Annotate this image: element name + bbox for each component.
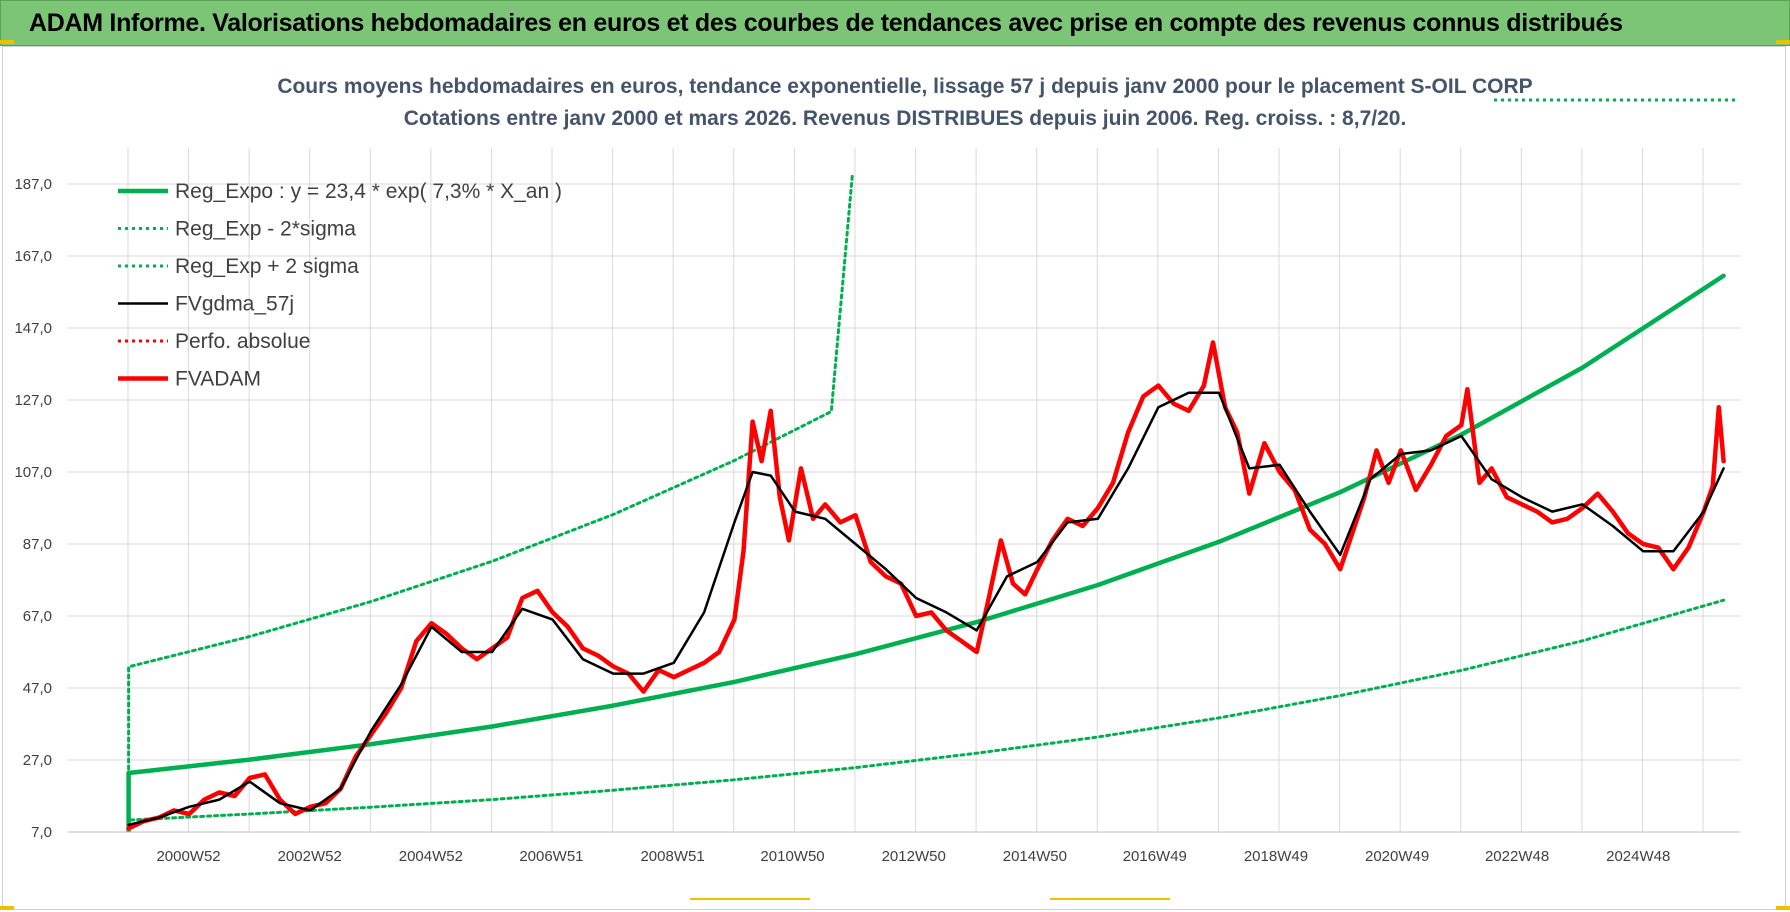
y-tick-label: 107,0 — [14, 464, 52, 481]
corner-mark-bottom-right — [1776, 906, 1790, 910]
chart-legend: Reg_Expo : y = 23,4 * exp( 7,3% * X_an )… — [118, 180, 562, 391]
legend-label-low: Reg_Exp - 2*sigma — [175, 218, 356, 241]
y-tick-label: 27,0 — [23, 752, 52, 769]
y-tick-label: 87,0 — [23, 536, 52, 553]
chart-frame — [2, 46, 1786, 910]
legend-label-mm: FVgdma_57j — [175, 293, 294, 316]
series-line-high — [127, 171, 854, 832]
legend-label-high: Reg_Exp + 2 sigma — [175, 255, 359, 278]
x-tick-label: 2014W50 — [1003, 848, 1067, 865]
chart-title-line-1: Cours moyens hebdomadaires en euros, ten… — [277, 75, 1532, 98]
selection-mark — [1050, 898, 1170, 900]
corner-mark-top-right — [1776, 40, 1790, 44]
chart-axes: 7,0 27,0 47,0 67,0 87,0 107,0 127,0 147,0 167,0 1… — [14, 176, 1740, 865]
x-tick-label: 2002W52 — [278, 848, 342, 865]
y-tick-label: 67,0 — [23, 608, 52, 625]
x-tick-label: 2008W51 — [640, 848, 704, 865]
y-tick-label: 7,0 — [31, 824, 52, 841]
y-tick-label: 147,0 — [14, 320, 52, 337]
chart-grid — [68, 148, 1740, 833]
selection-mark — [690, 898, 810, 900]
x-tick-label: 2006W51 — [519, 848, 583, 865]
x-tick-label: 2016W49 — [1123, 848, 1187, 865]
legend-label-adam: FVADAM — [175, 368, 261, 391]
corner-mark-top-left — [0, 40, 14, 44]
chart-lines — [126, 98, 1736, 832]
corner-mark-bottom-left — [0, 906, 14, 910]
x-tick-label: 2018W49 — [1244, 848, 1308, 865]
series-line-mm — [127, 391, 1725, 827]
report-title: ADAM Informe. Valorisations hebdomadaire… — [29, 9, 1623, 37]
x-tick-label: 2004W52 — [399, 848, 463, 865]
legend-label-reg: Reg_Expo : y = 23,4 * exp( 7,3% * X_an ) — [175, 180, 562, 203]
chart-title-line-2: Cotations entre janv 2000 et mars 2026. … — [404, 107, 1407, 130]
x-tick-label: 2010W50 — [760, 848, 824, 865]
report-banner: ADAM Informe. Valorisations hebdomadaire… — [0, 0, 1790, 46]
series-line-adam — [126, 340, 1726, 831]
y-tick-label: 127,0 — [14, 392, 52, 409]
y-tick-label: 167,0 — [14, 248, 52, 265]
x-tick-label: 2020W49 — [1365, 848, 1429, 865]
x-tick-label: 2012W50 — [882, 848, 946, 865]
x-tick-label: 2022W48 — [1485, 848, 1549, 865]
y-tick-label: 47,0 — [23, 680, 52, 697]
x-tick-label: 2024W48 — [1606, 848, 1670, 865]
y-tick-label: 187,0 — [14, 176, 52, 193]
x-tick-label: 2000W52 — [156, 848, 220, 865]
series-line-reg — [126, 273, 1726, 832]
legend-label-perfo: Perfo. absolue — [175, 330, 310, 353]
